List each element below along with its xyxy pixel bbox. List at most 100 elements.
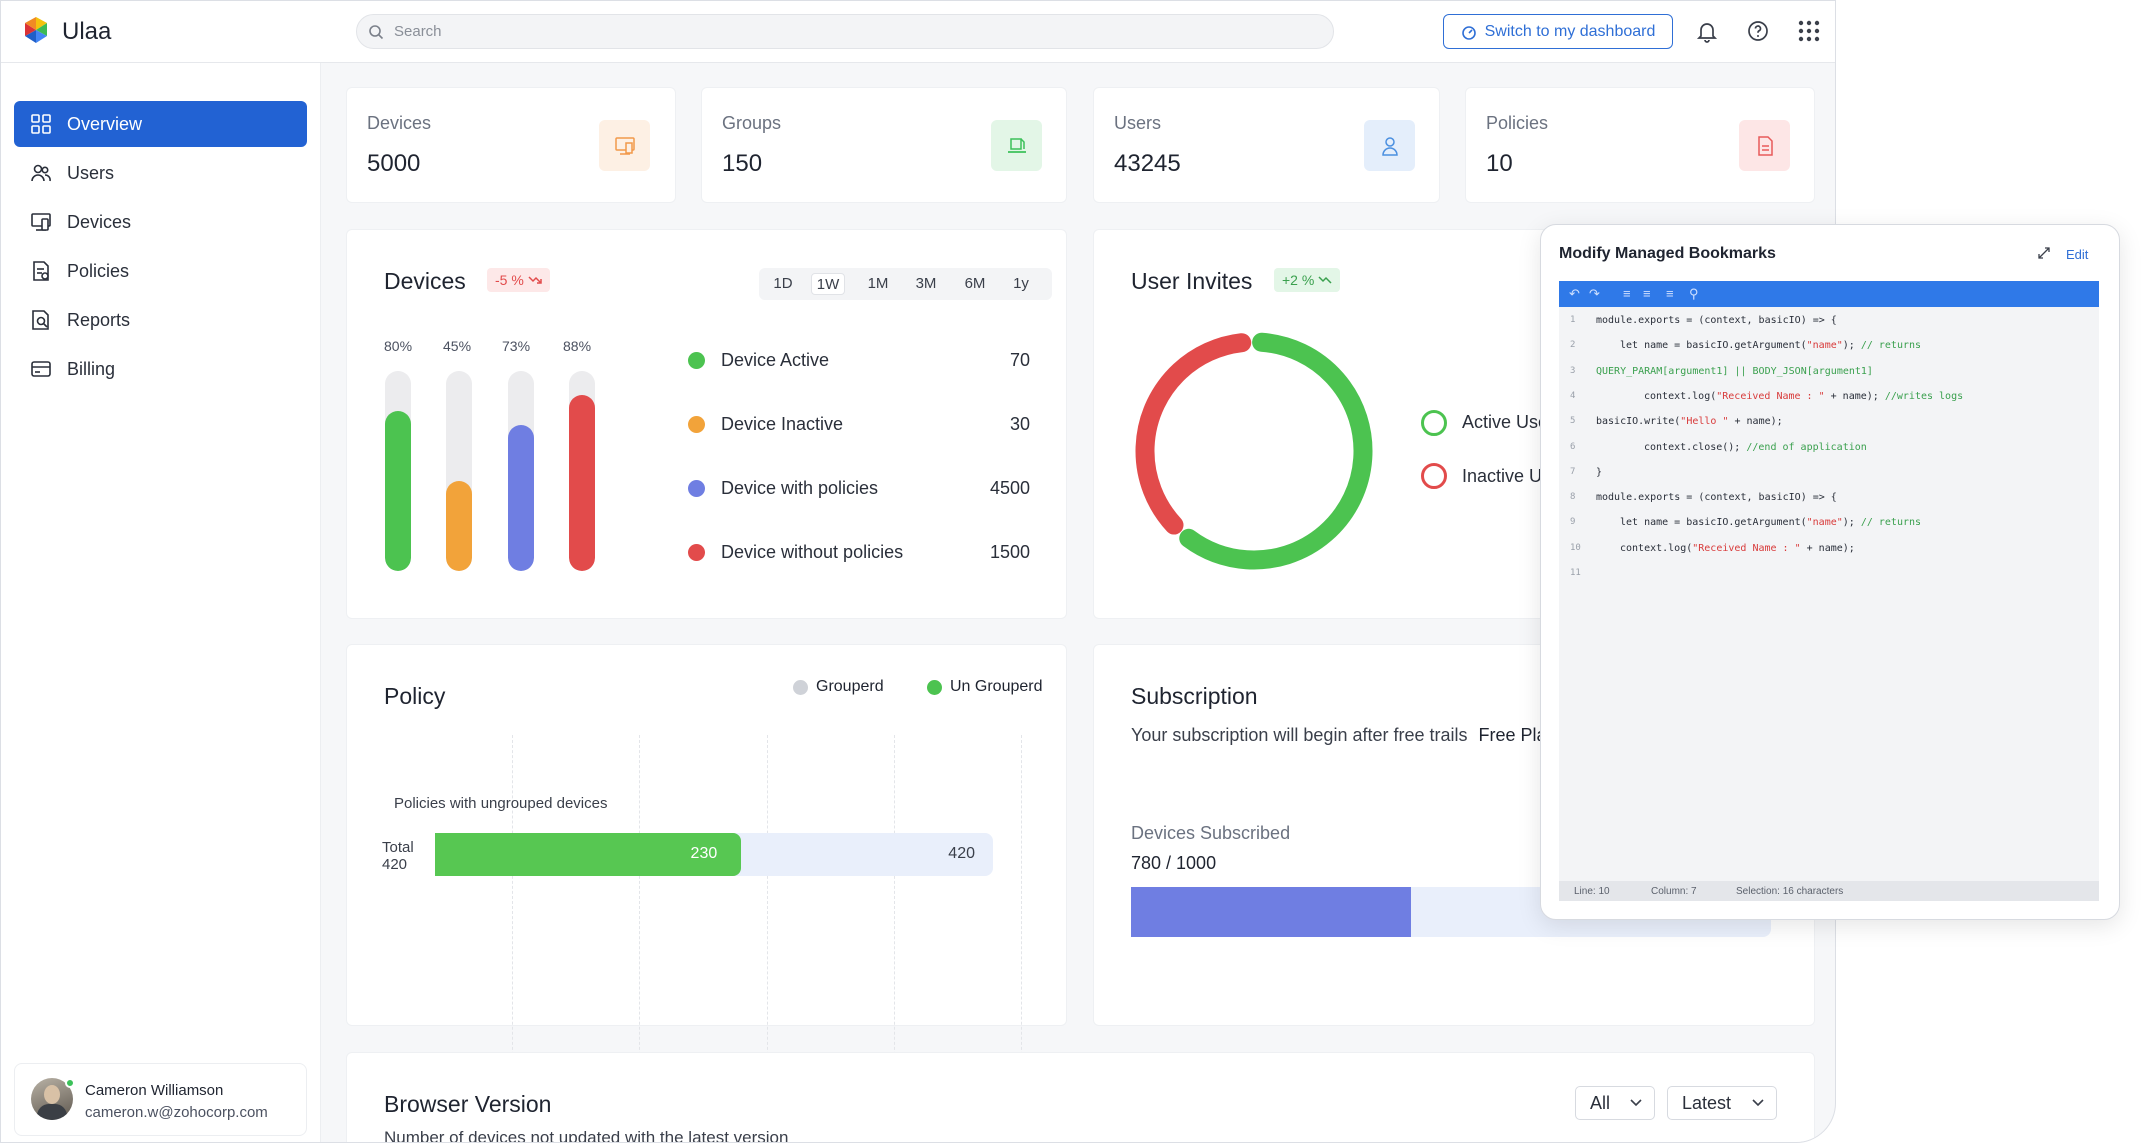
code-line: 4 context.log("Received Name : " + name);… (1559, 391, 2099, 417)
stat-value: 5000 (367, 150, 421, 177)
sidebar-item-devices[interactable]: Devices (14, 199, 307, 245)
search-icon[interactable]: ⚲ (1689, 286, 1699, 301)
range-1w[interactable]: 1W (811, 273, 845, 295)
card-title: User Invites (1131, 268, 1253, 294)
code-line: 10 context.log("Received Name : " + name)… (1559, 543, 2099, 569)
range-1m[interactable]: 1M (867, 275, 889, 292)
sidebar-item-label: Devices (67, 211, 132, 232)
line-number: 5 (1570, 416, 1576, 427)
legend-ring (1421, 463, 1447, 489)
legend-value: 4500 (989, 478, 1030, 498)
code-text: let name = basicIO.getArgument("name"); … (1620, 340, 1922, 352)
status-column: Column: 7 (1651, 886, 1697, 897)
bell-icon[interactable] (1694, 18, 1720, 44)
stat-card-policies[interactable]: Policies 10 (1465, 87, 1815, 203)
donut-inactive-arc (1135, 332, 1373, 570)
format-icon[interactable]: ≡ (1666, 286, 1674, 301)
legend-label: Grouperd (816, 678, 884, 695)
range-3m[interactable]: 3M (915, 275, 937, 292)
switch-dashboard-button[interactable]: Switch to my dashboard (1443, 14, 1673, 49)
code-text: let name = basicIO.getArgument("name"); … (1620, 517, 1922, 529)
stat-label: Policies (1486, 113, 1549, 133)
undo-icon[interactable]: ↶ (1569, 286, 1580, 301)
code-text: QUERY_PARAM[argument1] || BODY_JSON[argu… (1596, 365, 1873, 377)
sidebar-item-reports[interactable]: Reports (14, 297, 307, 343)
edit-link[interactable]: Edit (2066, 247, 2089, 262)
bar-track (385, 371, 411, 571)
code-line: 2 let name = basicIO.getArgument("name");… (1559, 340, 2099, 366)
sidebar-item-label: Policies (67, 260, 130, 281)
app-window: Ulaa Switch to my dashboard Overview Use… (0, 0, 1836, 1143)
legend-ring (1421, 410, 1447, 436)
line-number: 4 (1570, 390, 1576, 401)
bar-fill (385, 411, 411, 571)
search-input[interactable] (394, 15, 1294, 48)
stat-card-devices[interactable]: Devices 5000 (346, 87, 676, 203)
card-title: Devices (384, 268, 466, 294)
trend-badge: +2 % (1274, 268, 1341, 292)
line-number: 3 (1570, 365, 1576, 376)
range-1y[interactable]: 1y (1013, 275, 1029, 292)
legend-dot (688, 544, 705, 561)
sidebar-item-overview[interactable]: Overview (14, 101, 307, 147)
range-6m[interactable]: 6M (964, 275, 986, 292)
total-value-text: 420 (382, 856, 408, 873)
ulaa-logo[interactable] (21, 15, 51, 45)
code-line: 1 module.exports = (context, basicIO) => … (1559, 315, 2099, 341)
sidebar-item-label: Billing (67, 358, 116, 379)
search-box[interactable] (356, 14, 1334, 49)
bar-caption: Policies with ungrouped devices (394, 795, 608, 812)
range-1d[interactable]: 1D (773, 275, 793, 292)
code-text: context.log("Received Name : " + name); (1620, 542, 1855, 554)
stat-value: 150 (722, 150, 763, 177)
filter-all-dropdown[interactable]: All (1575, 1086, 1655, 1120)
apps-grid-icon[interactable] (1796, 18, 1822, 44)
policy-bar-track: 230 420 (435, 833, 993, 876)
laptop-icon (991, 120, 1042, 171)
sidebar-item-label: Overview (67, 113, 143, 134)
stat-card-groups[interactable]: Groups 150 (701, 87, 1067, 203)
code-text: context.log("Received Name : " + name); … (1644, 390, 1964, 402)
chevron-down-icon (1630, 1099, 1642, 1107)
help-icon[interactable] (1745, 18, 1771, 44)
time-range-selector: 1D 1W 1M 3M 6M 1y (759, 268, 1052, 300)
bar-track (569, 371, 595, 571)
bar-fill (446, 481, 472, 571)
switch-dashboard-label: Switch to my dashboard (1484, 22, 1656, 40)
code-text: context.close(); //end of application (1644, 441, 1867, 453)
devices-chart-card: Devices -5 % 1D 1W 1M 3M 6M 1y 80% 45% 7… (346, 229, 1067, 619)
devices-icon (31, 213, 51, 231)
align-left-icon[interactable]: ≡ (1623, 286, 1631, 301)
app-name: Ulaa (62, 18, 112, 45)
line-number: 6 (1570, 441, 1576, 452)
legend-value: 30 (1009, 414, 1030, 434)
sidebar-item-policies[interactable]: Policies (14, 248, 307, 294)
stat-label: Devices (367, 113, 432, 133)
expand-icon[interactable] (2038, 247, 2050, 259)
legend-label: Device with policies (721, 478, 879, 498)
sidebar-item-label: Reports (67, 309, 131, 330)
grid-line (767, 735, 768, 1075)
user-profile-card[interactable]: Cameron Williamson cameron.w@zohocorp.co… (14, 1063, 307, 1136)
sidebar-item-billing[interactable]: Billing (14, 346, 307, 392)
legend-dot (927, 680, 942, 695)
filter-latest-dropdown[interactable]: Latest (1667, 1086, 1777, 1120)
redo-icon[interactable]: ↷ (1589, 286, 1600, 301)
bar-label: 45% (443, 338, 472, 354)
align-right-icon[interactable]: ≡ (1643, 286, 1651, 301)
user-icon (1364, 120, 1415, 171)
stat-card-users[interactable]: Users 43245 (1093, 87, 1440, 203)
grid-line (512, 735, 513, 1075)
sidebar-item-users[interactable]: Users (14, 150, 307, 196)
legend-value: 70 (1009, 350, 1030, 370)
bar-label: 73% (502, 338, 531, 354)
billing-icon (31, 361, 51, 377)
total-label-text: Total (382, 839, 414, 856)
online-status-dot (65, 1078, 75, 1088)
dropdown-value: All (1590, 1092, 1611, 1113)
code-editor[interactable]: ↶ ↷ ≡ ≡ ≡ ⚲ 1 module.exports = (context, … (1559, 281, 2099, 901)
line-number: 9 (1570, 517, 1576, 528)
legend-label: Device Inactive (721, 414, 844, 434)
line-number: 7 (1570, 466, 1576, 477)
reports-icon (32, 310, 49, 330)
